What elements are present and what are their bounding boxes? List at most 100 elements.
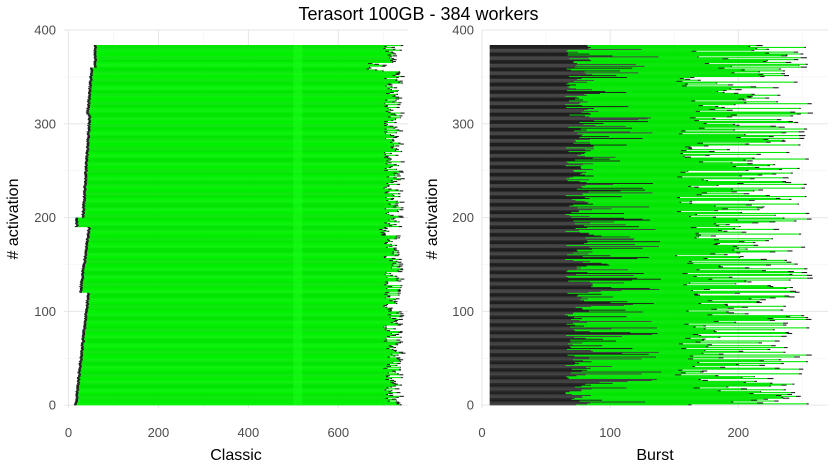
bar-segment-start — [93, 65, 97, 67]
bar-segment-green — [87, 247, 394, 249]
bar-segment-green — [579, 229, 719, 231]
bar-segment-start — [489, 372, 572, 374]
bar-segment-green — [587, 321, 735, 323]
bar-segment-start — [489, 349, 591, 351]
bar-segment-start — [489, 307, 583, 309]
bar-segment-start — [94, 46, 98, 48]
bar-segment-green — [653, 302, 699, 305]
bar-segment-start — [85, 243, 89, 245]
bar-segment-end — [390, 89, 393, 91]
bar-segment-end — [703, 325, 706, 327]
bar-segment-green — [92, 78, 397, 80]
bar-segment-start — [79, 290, 82, 292]
bar-segment-end — [388, 213, 390, 215]
bar-segment-end — [394, 150, 396, 152]
bar-segment-end — [757, 174, 763, 176]
bar-segment-start — [489, 338, 604, 340]
bar-segment-green — [89, 229, 384, 231]
bar-segment-start — [489, 376, 567, 378]
bar-segment-start — [75, 400, 79, 402]
bar-segment-end — [388, 345, 392, 347]
bar-segment-green — [87, 168, 396, 170]
bar-segment-green — [572, 393, 788, 396]
bar-segment-start — [489, 295, 577, 297]
bar-segment-green — [92, 67, 369, 69]
bar-segment-end — [384, 241, 389, 244]
bar-segment-start — [489, 79, 595, 81]
bar-segment-end — [396, 211, 399, 213]
bar-segment-end — [791, 392, 796, 394]
bar-segment-start — [489, 165, 566, 167]
bar-segment-start — [489, 108, 588, 110]
bar-segment-start — [489, 123, 584, 125]
bar-segment-end — [385, 397, 389, 399]
bar-segment-start — [489, 205, 570, 207]
bar-segment-end — [385, 212, 388, 214]
bar-segment-start — [489, 385, 582, 387]
bar-segment-start — [84, 189, 87, 191]
bar-segment-end — [783, 305, 786, 307]
bar-segment-start — [489, 115, 585, 117]
bar-segment-end — [393, 247, 397, 249]
bar-segment-end — [398, 226, 403, 228]
bar-segment-end — [380, 231, 385, 233]
bar-segment-start — [87, 91, 91, 93]
bar-segment-end — [386, 123, 388, 125]
bar-segment-start — [81, 271, 85, 274]
bar-segment-green — [573, 329, 773, 331]
y-tick-label: 400 — [34, 23, 56, 38]
bar-segment-start — [489, 111, 582, 113]
bar-segment-start — [86, 107, 90, 109]
bar-segment-green — [90, 293, 385, 295]
bar-segment-green — [88, 140, 394, 142]
bar-segment-start — [489, 87, 570, 89]
bar-segment-start — [489, 393, 573, 396]
bar-segment-end — [385, 283, 388, 285]
bar-segment-end — [392, 48, 396, 50]
bar-segment-end — [765, 195, 770, 197]
bar-segment-start — [87, 135, 91, 138]
bar-segment-end — [733, 129, 736, 131]
bar-segment-start — [489, 237, 586, 239]
y-axis-label: # activation — [5, 179, 22, 260]
bar-segment-green — [585, 383, 793, 385]
bar-segment-end — [386, 387, 389, 389]
bar-segment-green — [88, 150, 395, 152]
bar-segment-green — [80, 371, 395, 373]
bar-segment-green — [582, 186, 695, 188]
bar-segment-green — [569, 87, 773, 89]
bar-segment-start — [84, 161, 88, 163]
bar-segment-start — [489, 136, 580, 139]
bar-segment-end — [399, 384, 403, 386]
bar-segment-end — [390, 309, 392, 311]
bar-segment-green — [91, 83, 388, 85]
bar-segment-green — [82, 288, 399, 290]
bar-segment-green — [565, 392, 792, 394]
bar-segment-green — [583, 225, 716, 227]
bar-segment-end — [385, 297, 387, 299]
bar-segment-end — [388, 162, 392, 164]
bar-segment-end — [394, 174, 396, 176]
bar-segment-start — [489, 241, 661, 243]
bar-segment-end — [391, 58, 395, 60]
bar-segment-end — [712, 118, 716, 120]
bar-segment-green — [90, 226, 384, 229]
bar-segment-start — [81, 338, 84, 340]
bar-segment-green — [580, 173, 773, 175]
bar-segment-green — [92, 77, 385, 79]
bar-segment-start — [489, 342, 583, 344]
bar-segment-green — [81, 290, 399, 292]
bar-segment-end — [398, 359, 404, 361]
bar-segment-start — [88, 125, 91, 127]
bar-segment-start — [83, 181, 87, 183]
bar-segment-end — [392, 55, 398, 57]
bar-segment-end — [387, 185, 390, 187]
bar-segment-start — [84, 317, 88, 319]
bar-segment-start — [83, 262, 86, 264]
bar-segment-green — [90, 88, 388, 90]
bar-segment-end — [399, 395, 404, 397]
bar-segment-end — [732, 166, 737, 168]
bar-segment-green — [88, 147, 392, 149]
bar-segment-green — [84, 268, 402, 270]
y-tick-label: 200 — [452, 210, 474, 225]
